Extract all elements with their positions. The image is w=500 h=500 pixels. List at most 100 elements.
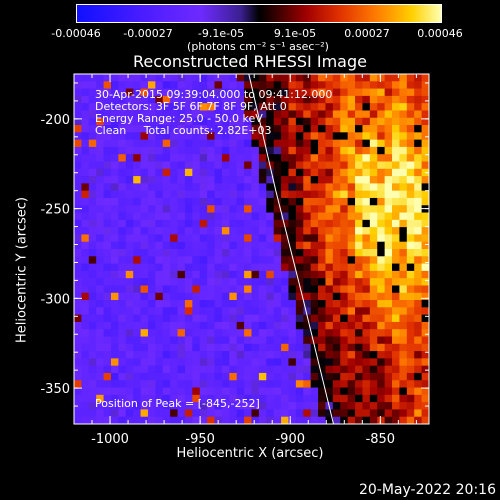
heatmap-cell: [118, 88, 127, 97]
heatmap-cell: [88, 292, 97, 301]
heatmap-cell: [118, 256, 127, 264]
heatmap-cell: [229, 227, 238, 235]
heatmap-cell: [147, 372, 156, 381]
heatmap-cell: [347, 146, 356, 155]
heatmap-cell: [281, 351, 289, 359]
heatmap-cell: [155, 409, 164, 418]
heatmap-cell: [392, 402, 400, 410]
heatmap-cell: [244, 358, 252, 367]
heatmap-cell: [384, 146, 393, 155]
heatmap-cell: [214, 365, 223, 374]
heatmap-cell: [332, 387, 341, 396]
heatmap-cell: [221, 88, 230, 97]
heatmap-cell: [162, 300, 171, 308]
heatmap-cell: [88, 95, 97, 104]
heatmap-cell: [325, 307, 334, 316]
heatmap-cell: [207, 380, 215, 388]
heatmap-cell: [421, 241, 430, 250]
heatmap-cell: [229, 241, 238, 250]
heatmap-cell: [362, 88, 371, 97]
heatmap-cell: [214, 197, 223, 206]
heatmap-cell: [318, 249, 326, 257]
heatmap-cell: [192, 409, 201, 418]
heatmap-cell: [288, 307, 297, 316]
heatmap-cell: [318, 168, 326, 177]
heatmap-cell: [384, 358, 393, 367]
heatmap-cell: [347, 416, 356, 425]
heatmap-cell: [399, 110, 408, 119]
heatmap-cell: [229, 125, 238, 133]
heatmap-cell: [125, 132, 134, 141]
heatmap-cell: [421, 139, 430, 148]
heatmap-cell: [177, 161, 186, 170]
heatmap-cell: [125, 103, 134, 111]
heatmap-cell: [369, 372, 378, 381]
heatmap-cell: [96, 387, 104, 396]
heatmap-cell: [199, 205, 208, 213]
heatmap-cell: [162, 110, 171, 119]
heatmap-cell: [340, 81, 349, 89]
heatmap-cell: [377, 256, 386, 264]
heatmap-cell: [244, 234, 252, 243]
heatmap-cell: [140, 146, 149, 155]
heatmap-cell: [162, 358, 171, 367]
heatmap-cell: [318, 380, 326, 388]
heatmap-cell: [251, 103, 260, 111]
heatmap-cell: [140, 380, 149, 388]
heatmap-cell: [347, 249, 356, 257]
heatmap-cell: [74, 256, 82, 264]
heatmap-cell: [414, 285, 423, 294]
heatmap-cell: [88, 336, 97, 345]
heatmap-cell: [332, 154, 341, 162]
heatmap-cell: [103, 380, 112, 388]
heatmap-cell: [362, 321, 371, 330]
heatmap-cell: [133, 343, 141, 352]
heatmap-cell: [133, 103, 141, 111]
heatmap-cell: [377, 380, 386, 388]
heatmap-cell: [310, 387, 319, 396]
heatmap-cell: [192, 365, 201, 374]
heatmap-cell: [88, 387, 97, 396]
heatmap-cell: [155, 81, 164, 89]
heatmap-cell: [258, 190, 267, 199]
heatmap-cell: [310, 154, 319, 162]
heatmap-cell: [140, 402, 149, 410]
heatmap-cell: [318, 278, 326, 286]
heatmap-cell: [377, 285, 386, 294]
heatmap-cell: [369, 95, 378, 104]
heatmap-cell: [273, 212, 282, 221]
heatmap-cell: [147, 263, 156, 272]
tick-label: -200: [40, 113, 70, 128]
heatmap-cell: [74, 300, 82, 308]
heatmap-cell: [96, 146, 104, 155]
heatmap-cell: [177, 234, 186, 243]
heatmap-cell: [207, 329, 215, 337]
heatmap-cell: [392, 161, 400, 170]
heatmap-cell: [266, 74, 275, 82]
heatmap-cell: [110, 416, 119, 425]
heatmap-cell: [281, 402, 289, 410]
heatmap-cell: [251, 219, 260, 228]
heatmap-cell: [266, 402, 275, 410]
heatmap-cell: [74, 372, 82, 381]
heatmap-cell: [162, 117, 171, 126]
heatmap-cell: [318, 219, 326, 228]
heatmap-cell: [162, 270, 171, 279]
heatmap-cell: [332, 234, 341, 243]
heatmap-cell: [414, 343, 423, 352]
heatmap-cell: [414, 409, 423, 418]
heatmap-cell: [266, 263, 275, 272]
heatmap-cell: [221, 168, 230, 177]
heatmap-cell: [184, 146, 193, 155]
heatmap-cell: [325, 88, 334, 97]
heatmap-cell: [362, 197, 371, 206]
heatmap-cell: [392, 74, 400, 82]
heatmap-cell: [332, 125, 341, 133]
heatmap-cell: [266, 95, 275, 104]
heatmap-cell: [369, 146, 378, 155]
heatmap-cell: [162, 161, 171, 170]
heatmap-cell: [347, 365, 356, 374]
heatmap-cell: [347, 176, 356, 184]
heatmap-cell: [406, 110, 415, 119]
heatmap-cell: [236, 190, 245, 199]
